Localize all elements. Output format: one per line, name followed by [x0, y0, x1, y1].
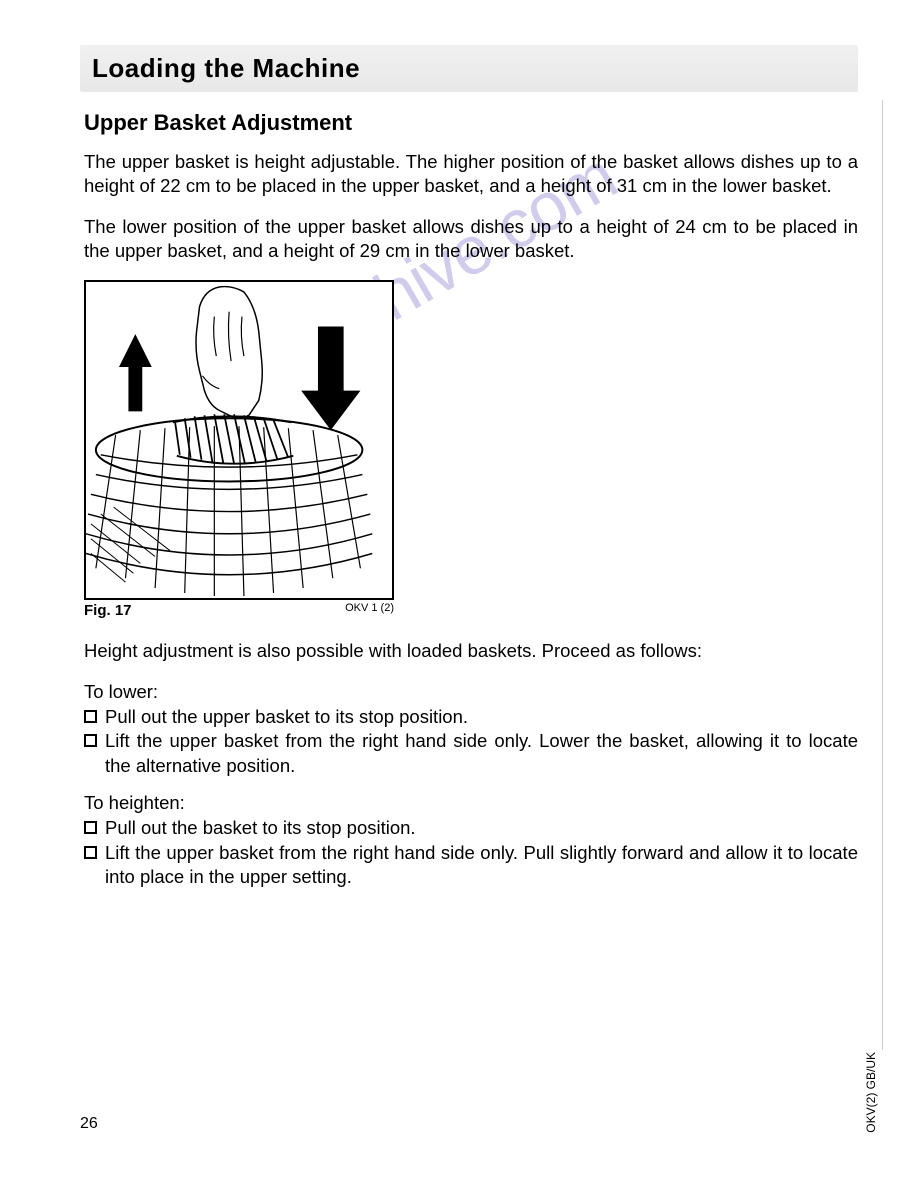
checkbox-icon [84, 734, 97, 747]
list-item-text: Lift the upper basket from the right han… [105, 841, 858, 890]
list-item: Lift the upper basket from the right han… [84, 841, 858, 890]
lower-checklist: Pull out the upper basket to its stop po… [80, 705, 858, 778]
main-title: Loading the Machine [92, 53, 846, 84]
intro-paragraph-2: The lower position of the upper basket a… [80, 215, 858, 264]
heighten-checklist: Pull out the basket to its stop position… [80, 816, 858, 889]
list-item-text: Pull out the basket to its stop position… [105, 816, 858, 840]
title-bar: Loading the Machine [80, 45, 858, 92]
figure-illustration [84, 280, 394, 600]
page-content: Loading the Machine Upper Basket Adjustm… [80, 45, 858, 1143]
lower-header: To lower: [80, 681, 858, 703]
subtitle: Upper Basket Adjustment [80, 110, 858, 136]
list-item-text: Lift the upper basket from the right han… [105, 729, 858, 778]
side-code: OKV(2) GB/UK [864, 1052, 878, 1133]
list-item: Pull out the basket to its stop position… [84, 816, 858, 840]
list-item-text: Pull out the upper basket to its stop po… [105, 705, 858, 729]
figure-label: Fig. 17 [84, 602, 132, 619]
figure-code: OKV 1 (2) [345, 602, 394, 619]
intro-paragraph-1: The upper basket is height adjustable. T… [80, 150, 858, 199]
figure-label-row: Fig. 17 OKV 1 (2) [84, 602, 394, 619]
instructions-intro: Height adjustment is also possible with … [80, 639, 858, 663]
checkbox-icon [84, 710, 97, 723]
checkbox-icon [84, 821, 97, 834]
page-border-right [882, 100, 883, 1050]
list-item: Lift the upper basket from the right han… [84, 729, 858, 778]
page-number: 26 [80, 1115, 98, 1133]
checkbox-icon [84, 846, 97, 859]
figure-container: Fig. 17 OKV 1 (2) [84, 280, 858, 619]
list-item: Pull out the upper basket to its stop po… [84, 705, 858, 729]
heighten-header: To heighten: [80, 792, 858, 814]
